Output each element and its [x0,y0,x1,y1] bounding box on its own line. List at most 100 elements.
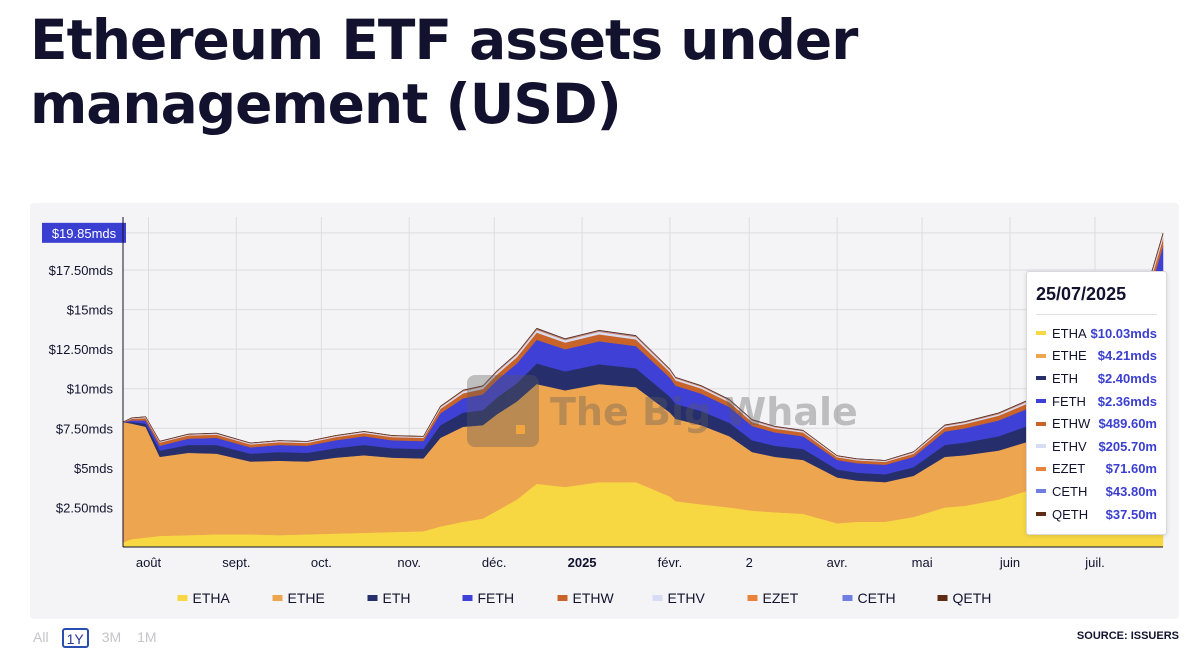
legend-label: QETH [953,590,992,606]
x-tick-label: déc. [482,555,507,570]
tooltip-swatch [1036,421,1046,426]
tooltip-swatch [1036,444,1046,449]
page-title: Ethereum ETF assets under management (US… [30,8,858,136]
x-tick-label: nov. [397,555,421,570]
tooltip-series-value: $2.36mds [1097,393,1157,409]
tooltip-swatch [1036,353,1046,358]
tooltip-series-name: ETHA [1052,325,1087,341]
tooltip-rows: ETHA $10.03mds ETHE $4.21mds ETH $2.40mds FETH… [1036,322,1157,525]
legend-swatch [937,595,948,601]
current-value-label: $19.85mds [52,226,117,241]
legend-swatch [557,595,568,601]
tooltip-series-value: $43.80m [1105,483,1157,499]
x-tick-label: 2025 [568,555,597,570]
tooltip-swatch [1036,512,1046,517]
tooltip-series-value: $71.60m [1105,461,1157,477]
tooltip-series-name: ETH [1052,370,1078,386]
x-tick-label: 2 [746,555,753,570]
tooltip-row: ETHA $10.03mds [1036,322,1157,345]
legend-swatch [177,595,188,601]
tooltip-series-name: CETH [1052,483,1088,499]
tooltip-series-value: $2.40mds [1097,370,1157,386]
x-tick-label: sept. [222,555,250,570]
legend-swatch [367,595,378,601]
x-tick-label: mai [912,555,933,570]
range-button-1y[interactable]: 1Y [61,628,89,648]
legend-label: ETHE [288,590,325,606]
area-series-qeth[interactable] [122,232,1164,461]
tooltip-series-name: EZET [1052,461,1086,477]
legend-label: ETHA [193,590,231,606]
range-button-3m[interactable]: 3M [101,629,122,645]
y-tick-label: $12.50mds [49,342,114,357]
legend-label: FETH [478,590,515,606]
range-selector: All 1Y 3M 1M [30,627,170,649]
x-tick-label: févr. [658,555,683,570]
legend-item-etha[interactable]: ETHA [177,590,231,606]
legend-swatch [842,595,853,601]
x-tick-label: août [136,555,162,570]
logo-mark [467,375,539,447]
range-button-all[interactable]: All [33,629,49,645]
range-button-1m[interactable]: 1M [137,629,157,645]
y-tick-label: $2.50mds [56,500,114,515]
current-value-badge [42,222,126,243]
tooltip-series-value: $205.70m [1098,438,1157,454]
chart-tooltip: 25/07/2025 ETHA $10.03mds ETHE $4.21mds ETH $… [1026,271,1167,535]
legend-item-qeth[interactable]: QETH [937,590,992,606]
tooltip-series-value: $4.21mds [1097,348,1157,364]
legend-swatch [462,595,473,601]
legend-label: ETHW [573,590,615,606]
tooltip-row: ETH $2.40mds [1036,367,1157,390]
legend-swatch [747,595,758,601]
x-tick-label: oct. [311,555,332,570]
legend-item-ethe[interactable]: ETHE [272,590,325,606]
legend-item-feth[interactable]: FETH [462,590,515,606]
y-tick-label: $10mds [67,382,114,397]
y-tick-label: $5mds [74,461,114,476]
legend-label: ETHV [668,590,706,606]
legend-item-eth[interactable]: ETH [367,590,411,606]
legend-item-ceth[interactable]: CETH [842,590,896,606]
legend-label: ETH [383,590,411,606]
x-tick-label: avr. [827,555,848,570]
y-tick-label: $7.50mds [56,421,114,436]
tooltip-swatch [1036,489,1046,494]
tooltip-row: FETH $2.36mds [1036,390,1157,413]
axis-layer: $2.50mds $5mds $7.50mds $10mds $12.50mds $15m… [42,217,1163,570]
tooltip-swatch [1036,399,1046,404]
x-tick-label: juin [999,555,1020,570]
aum-stacked-area-chart[interactable]: The Big Whale $2.50mds $5mds $7.50mds $10md… [30,203,1179,619]
legend-item-ezet[interactable]: EZET [747,590,799,606]
legend-item-ethw[interactable]: ETHW [557,590,615,606]
legend-label: CETH [858,590,896,606]
tooltip-row: ETHW $489.60m [1036,412,1157,435]
legend-swatch [652,595,663,601]
chart-panel: The Big Whale $2.50mds $5mds $7.50mds $10md… [30,203,1179,619]
tooltip-row: CETH $43.80m [1036,480,1157,503]
y-tick-label: $15mds [67,303,114,318]
legend-item-ethv[interactable]: ETHV [652,590,706,606]
x-tick-label: juil. [1084,555,1105,570]
legend-label: EZET [763,590,799,606]
tooltip-series-value: $489.60m [1098,416,1157,432]
tooltip-series-name: QETH [1052,506,1089,522]
tooltip-row: QETH $37.50m [1036,503,1157,526]
tooltip-row: ETHE $4.21mds [1036,345,1157,368]
tooltip-series-name: ETHE [1052,348,1087,364]
source-note: SOURCE: ISSUERS [1076,630,1179,642]
tooltip-date: 25/07/2025 [1036,284,1127,304]
tooltip-series-value: $10.03mds [1090,325,1158,341]
legend-layer: ETHA ETHE ETH FETH ETHW ETHV EZET CETH QETH [177,590,992,606]
tooltip-swatch [1036,331,1046,336]
watermark-text: The Big Whale [550,390,858,434]
tooltip-row: ETHV $205.70m [1036,435,1157,458]
big-whale-logo: The Big Whale [467,375,858,447]
tooltip-series-name: ETHW [1052,416,1091,432]
tooltip-row: EZET $71.60m [1036,458,1157,481]
logo-dot [516,425,525,434]
tooltip-series-name: FETH [1052,393,1086,409]
legend-swatch [272,595,283,601]
tooltip-divider [1036,314,1157,315]
tooltip-series-name: ETHV [1052,438,1087,454]
